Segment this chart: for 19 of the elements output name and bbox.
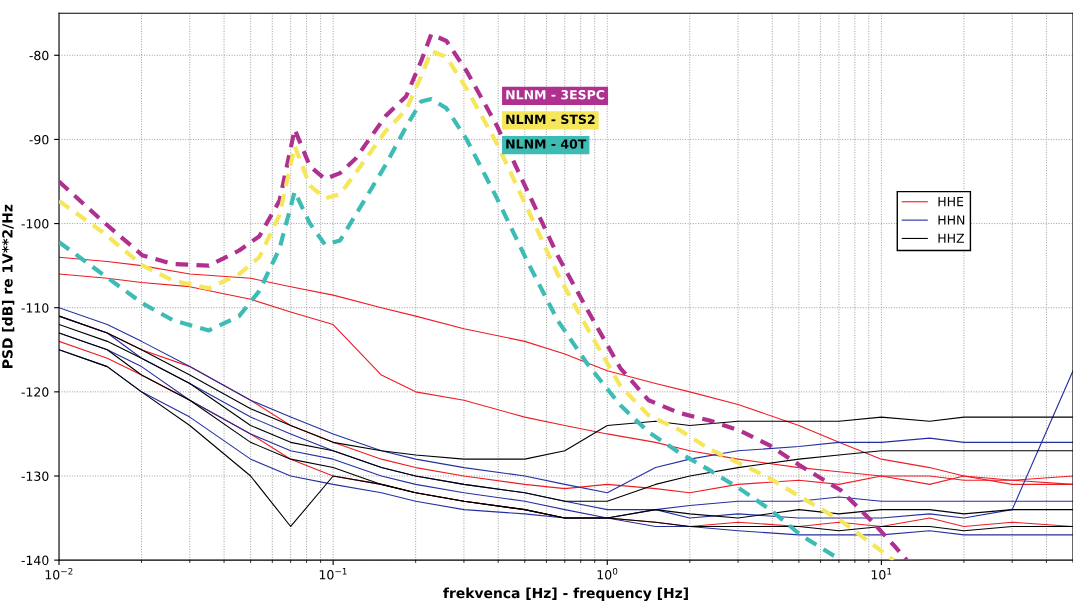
legend-label: HHN: [938, 215, 965, 225]
series-label: NLNM - 3ESPC: [506, 90, 605, 100]
x-tick-label: 10$^{1}$: [871, 568, 892, 580]
x-tick-label: 10$^{−2}$: [45, 567, 73, 580]
y-tick-label: -100: [21, 219, 49, 229]
legend-label: HHZ: [938, 233, 965, 243]
y-tick-label: -90: [29, 134, 49, 145]
y-tick-label: -140: [21, 555, 49, 566]
x-tick-label: 10$^{−1}$: [319, 568, 347, 580]
y-axis-title: PSD [dB] re 1V**2/Hz: [1, 204, 15, 368]
y-tick-label: -120: [21, 387, 49, 397]
x-tick-label: 10$^{0}$: [597, 567, 618, 580]
text: NLNM - 40T: [506, 139, 587, 149]
legend-label: HHE: [938, 197, 964, 207]
series-label: NLNM - STS2: [506, 114, 595, 125]
y-tick-label: -80: [29, 50, 49, 61]
y-tick-label: -110: [21, 303, 49, 313]
x-axis-title: frekvenca [Hz] - frequency [Hz]: [443, 587, 688, 601]
y-tick-label: -130: [21, 471, 49, 481]
